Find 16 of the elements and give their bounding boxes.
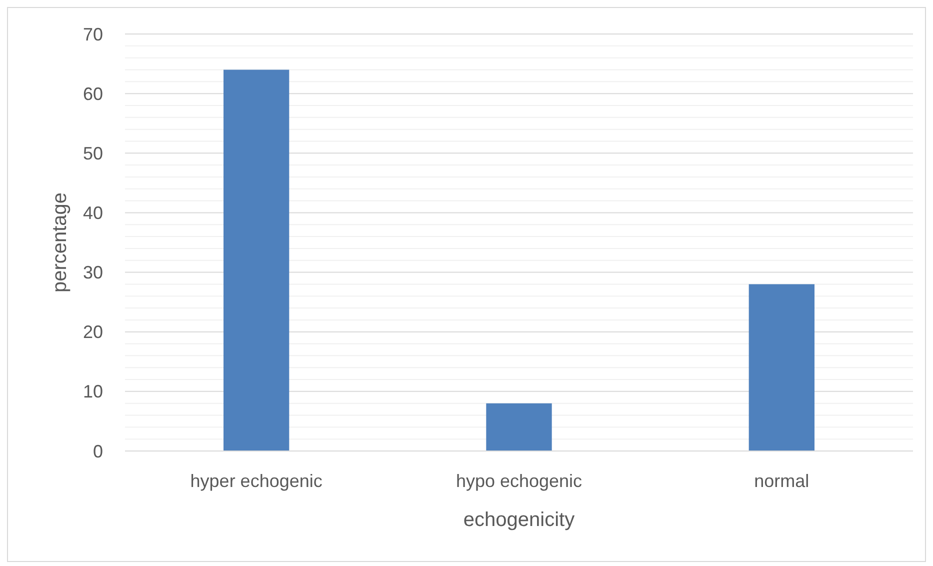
y-tick-label: 70 bbox=[82, 24, 103, 44]
y-axis-title: percentage bbox=[49, 192, 71, 293]
y-tick-label: 30 bbox=[82, 262, 103, 283]
bar bbox=[224, 70, 290, 451]
x-tick-label: hyper echogenic bbox=[190, 471, 322, 491]
y-tick-label: 10 bbox=[82, 382, 103, 402]
y-tick-label: 40 bbox=[82, 203, 103, 224]
x-tick-label: normal bbox=[754, 471, 810, 491]
x-tick-label: hypo echogenic bbox=[456, 471, 582, 491]
bar bbox=[486, 403, 552, 451]
y-tick-label: 50 bbox=[82, 143, 103, 164]
y-tick-label: 0 bbox=[92, 441, 103, 462]
y-tick-label: 60 bbox=[82, 84, 103, 104]
bar bbox=[748, 284, 814, 451]
y-tick-label: 20 bbox=[82, 322, 103, 342]
x-axis-title: echogenicity bbox=[463, 509, 575, 531]
